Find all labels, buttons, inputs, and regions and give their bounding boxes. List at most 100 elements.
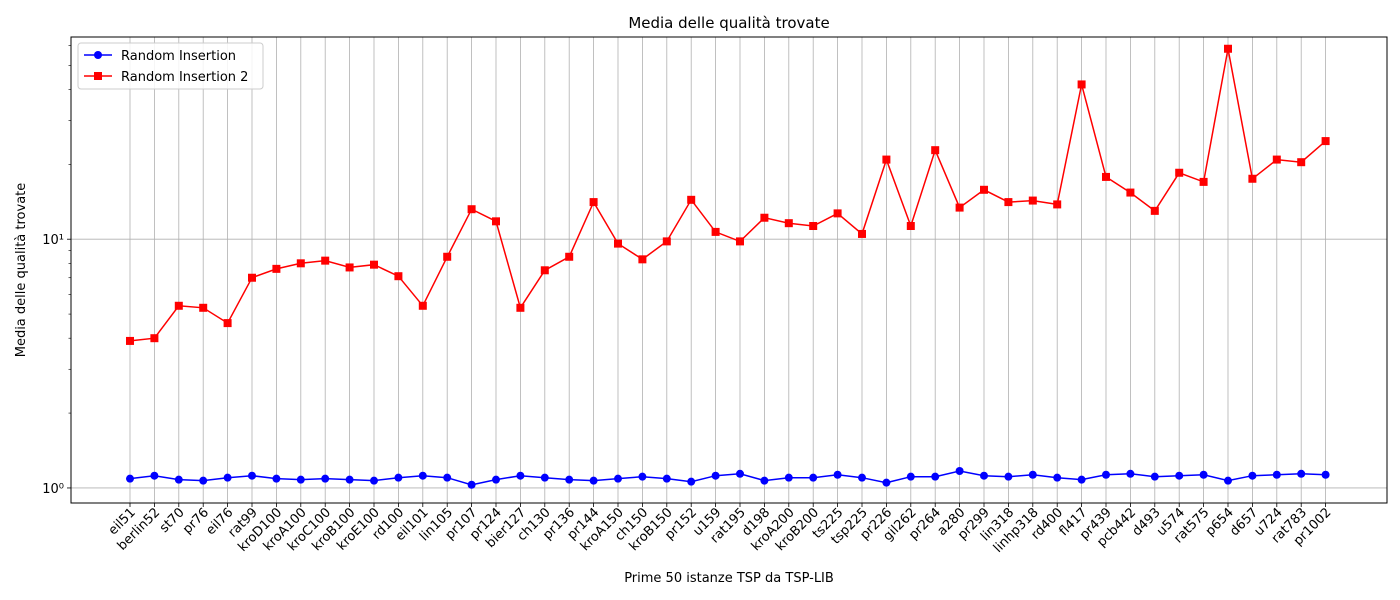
data-point [858,229,866,238]
legend-box [77,42,264,90]
legend-label: Random Insertion 2 [121,70,248,85]
data-point [662,237,671,246]
data-point [394,272,403,281]
data-point [345,263,354,272]
data-point [1297,158,1306,167]
data-point [809,222,818,231]
data-point [1126,469,1135,478]
data-point [1102,172,1110,181]
data-point [833,470,842,479]
y-axis-label: Media delle qualità trovate [14,183,29,358]
data-point [980,185,988,194]
data-point [833,209,842,218]
data-point [272,264,281,273]
data-point [662,474,671,483]
data-point [614,474,622,483]
series-line [129,470,1326,486]
data-point [638,472,647,481]
data-point [760,213,769,222]
data-point [1126,188,1135,197]
data-point [955,466,964,475]
data-point [492,217,500,226]
data-point [1248,174,1257,183]
data-point [614,239,622,248]
data-point [345,475,354,484]
data-point [711,227,720,236]
series-line [129,48,1327,342]
data-point [736,237,744,246]
legend: Random Insertion Random Insertion 2 [77,42,264,90]
data-point [1028,470,1037,479]
data-point [174,301,183,310]
data-point [1199,177,1208,186]
data-point [467,205,476,214]
data-point [272,474,281,483]
data-point [1150,206,1159,215]
data-point [589,476,598,485]
data-point [1053,200,1062,209]
data-point [736,469,744,478]
data-point [174,475,183,484]
legend-label: Random Insertion [121,49,236,64]
data-point [540,266,549,275]
series-layer [126,44,1330,489]
data-point [223,319,232,328]
data-point [443,473,452,482]
data-point [1077,80,1086,89]
data-point [1321,137,1330,146]
data-point [858,473,866,482]
data-point [1028,196,1037,205]
data-point [248,471,256,480]
data-point [687,195,696,204]
data-point [1224,476,1232,485]
data-point [321,256,330,265]
data-point [882,155,891,164]
data-point [1150,472,1159,481]
chart-title: Media delle qualità trovate [628,14,829,32]
data-point [370,476,378,485]
plot-frame [70,36,1388,504]
data-point [370,260,378,269]
data-point [1297,469,1306,478]
data-point [565,475,574,484]
data-point [126,336,134,345]
data-point [199,476,208,485]
y-tick-label: 10⁰ [42,482,64,497]
data-point [199,303,208,312]
x-axis-label: Prime 50 istanze TSP da TSP-LIB [624,571,834,586]
y-tick-label: 10¹ [42,233,64,248]
data-point [589,198,598,207]
data-point [1272,470,1281,479]
data-point [540,473,549,482]
data-point [687,477,696,486]
data-point [1175,471,1184,480]
data-point [784,473,793,482]
data-point [467,480,476,489]
data-point [882,478,891,487]
data-point [1199,470,1208,479]
data-point [1053,473,1062,482]
data-point [418,471,427,480]
data-point [296,475,305,484]
data-point [1102,470,1110,479]
data-point [443,252,452,261]
data-point [321,474,330,483]
data-point [980,471,988,480]
data-point [931,146,940,155]
data-point [516,471,525,480]
data-point [1321,470,1330,479]
data-point [906,472,915,481]
data-point [906,222,915,231]
y-axis: 10⁰ 10¹ [42,45,71,497]
grid [71,37,1387,503]
data-point [296,259,305,268]
data-point [931,472,940,481]
data-point [1004,198,1013,207]
data-point [760,476,769,485]
legend-marker-square [94,72,102,80]
series-group [126,466,1330,489]
data-point [150,471,159,480]
legend-marker-circle [94,51,102,59]
data-point [394,473,403,482]
